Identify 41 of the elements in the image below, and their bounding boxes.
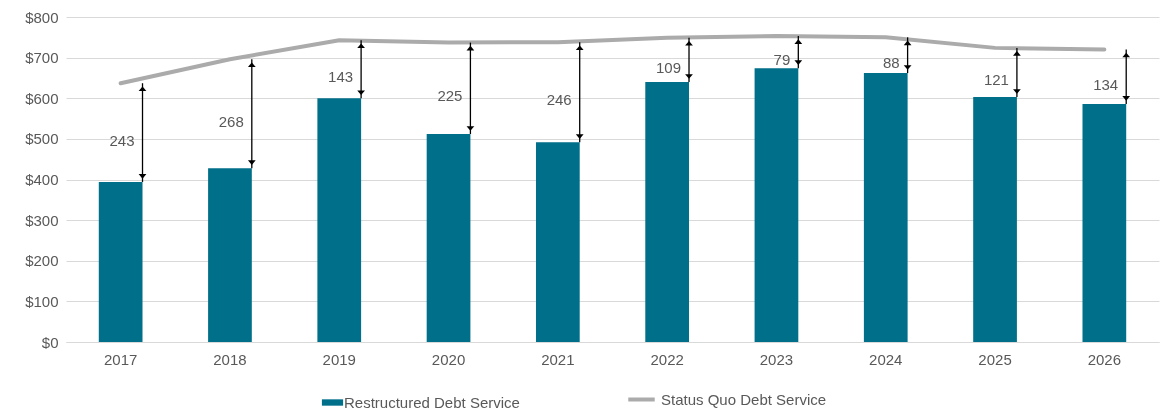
annotation: 109 (655, 58, 682, 76)
bar (973, 97, 1017, 342)
annotation: 243 (109, 131, 135, 149)
annotation: 225 (437, 87, 463, 105)
annotation: 143 (328, 68, 354, 86)
x-tick-label: 2022 (650, 350, 684, 368)
y-tick-label: $800 (25, 8, 59, 26)
x-tick-label: 2017 (103, 350, 138, 368)
bar (208, 168, 252, 342)
x-tick-label: 2026 (1087, 350, 1122, 368)
x-tick-label: 2023 (759, 350, 794, 368)
bar (645, 82, 690, 342)
bar (535, 142, 580, 342)
annotation: 246 (546, 91, 572, 109)
bar (98, 181, 143, 342)
bar (317, 98, 362, 342)
legend-label: Status Quo Debt Service (661, 390, 827, 408)
bar (754, 68, 799, 342)
bar (426, 134, 471, 342)
legend-label: Restructured Debt Service (344, 393, 520, 411)
y-tick-label: $400 (25, 171, 59, 188)
annotation: 268 (218, 112, 244, 130)
y-tick-label: $100 (25, 292, 59, 310)
annotation: 134 (1093, 75, 1119, 93)
bar (1082, 103, 1127, 342)
y-tick-label: $200 (25, 252, 59, 270)
bar (863, 73, 908, 342)
annotation: 121 (983, 71, 1009, 89)
annotation: 88 (882, 54, 900, 72)
x-tick-label: 2018 (213, 350, 247, 368)
y-tick-label: $300 (25, 211, 59, 229)
annotation: 79 (773, 51, 791, 69)
x-tick-label: 2020 (431, 350, 466, 368)
x-tick-label: 2019 (322, 350, 356, 368)
y-tick-label: $0 (41, 333, 59, 351)
y-tick-label: $600 (25, 89, 59, 107)
y-tick-label: $700 (25, 49, 59, 67)
x-tick-label: 2025 (978, 350, 1012, 368)
y-tick-label: $500 (25, 130, 59, 148)
x-tick-label: 2021 (541, 350, 575, 368)
x-tick-label: 2024 (869, 350, 903, 368)
